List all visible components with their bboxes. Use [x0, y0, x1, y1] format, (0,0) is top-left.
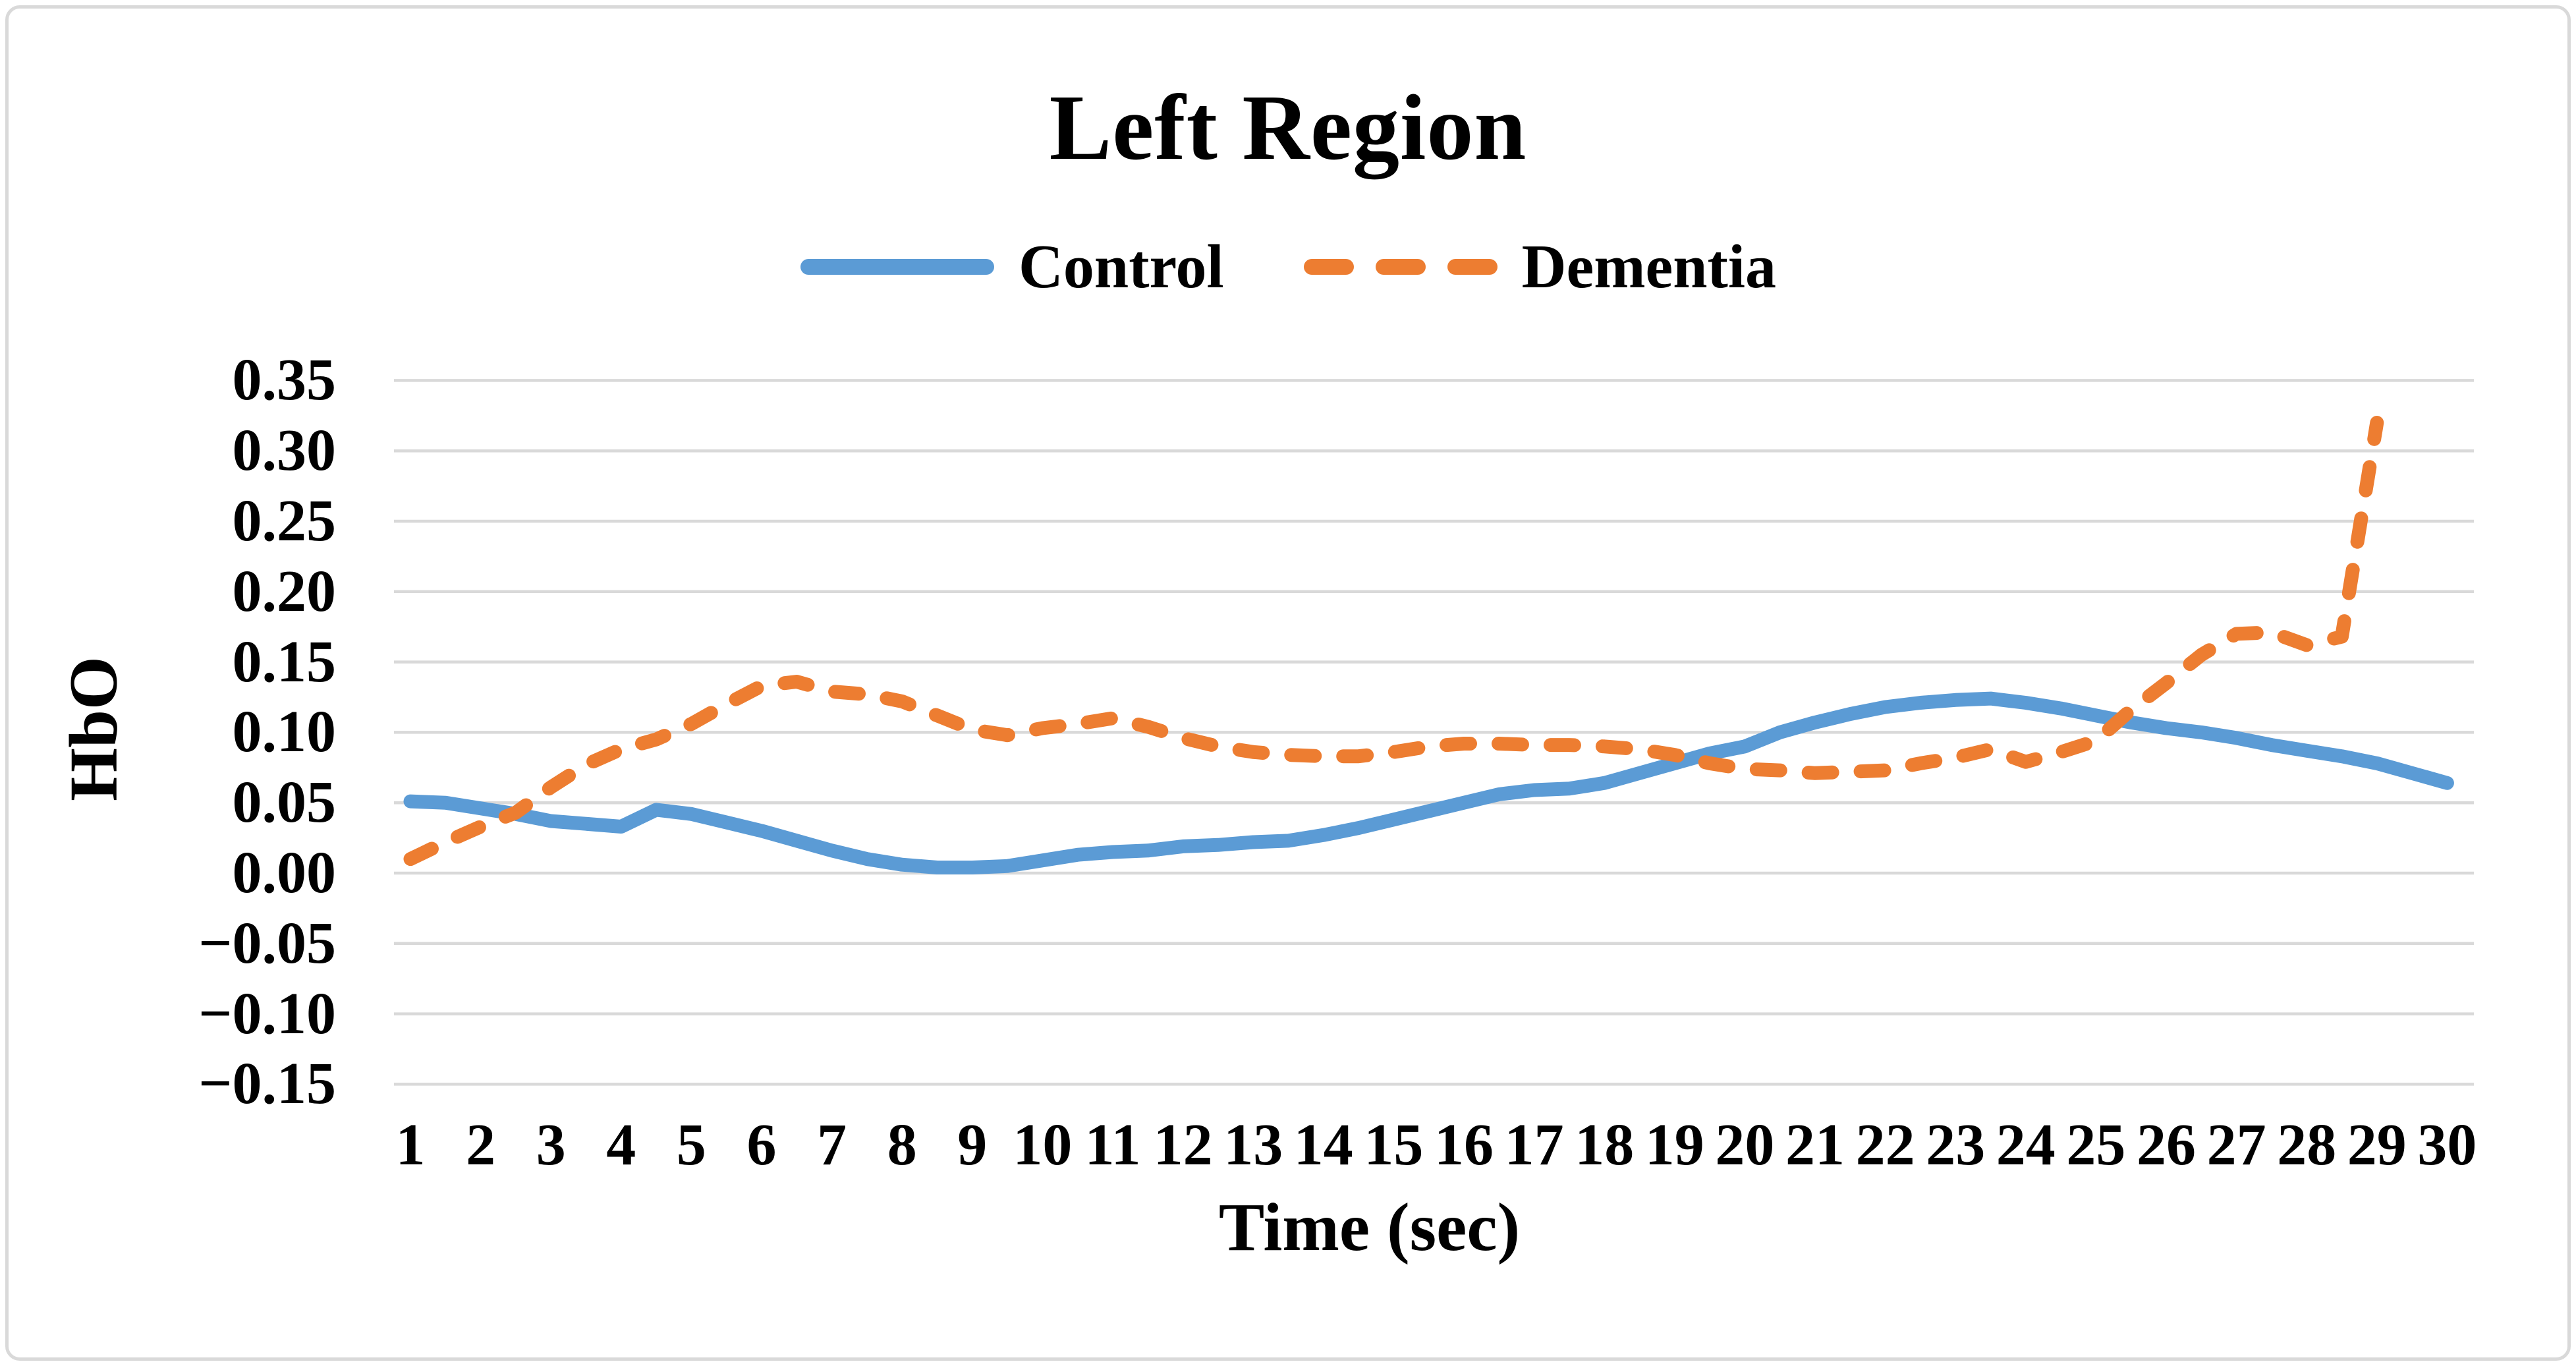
x-tick-label: 19	[1644, 1112, 1704, 1178]
x-tick-label: 4	[606, 1112, 636, 1178]
y-tick-label: 0.20	[232, 558, 337, 624]
x-tick-label: 18	[1575, 1112, 1635, 1178]
x-tick-label: 6	[746, 1112, 777, 1178]
legend-item-control: Control	[800, 236, 1224, 298]
x-tick-label: 27	[2206, 1112, 2266, 1178]
y-tick-label: −0.15	[198, 1051, 336, 1117]
y-tick-label: −0.05	[198, 910, 336, 976]
x-tick-label: 7	[817, 1112, 847, 1178]
y-tick-label: 0.05	[232, 770, 337, 836]
x-tick-label: 15	[1364, 1112, 1424, 1178]
x-tick-label: 11	[1084, 1112, 1141, 1178]
y-tick-label: −0.10	[198, 981, 336, 1046]
x-tick-label: 5	[676, 1112, 706, 1178]
legend: Control Dementia	[0, 217, 2576, 316]
solid-line-swatch-icon	[800, 259, 995, 275]
x-tick-label: 16	[1434, 1112, 1494, 1178]
y-tick-label: 0.25	[232, 488, 337, 554]
legend-label-dementia: Dementia	[1521, 233, 1776, 301]
x-tick-label: 10	[1013, 1112, 1073, 1178]
x-tick-label: 29	[2347, 1112, 2407, 1178]
x-tick-label: 13	[1223, 1112, 1283, 1178]
x-tick-label: 3	[536, 1112, 566, 1178]
y-tick-label: 0.30	[232, 418, 337, 484]
x-tick-label: 14	[1293, 1112, 1353, 1178]
x-axis-title: Time (sec)	[1218, 1189, 1521, 1265]
x-tick-label: 12	[1153, 1112, 1213, 1178]
x-tick-label: 9	[957, 1112, 988, 1178]
x-tick-label: 8	[887, 1112, 917, 1178]
x-tick-label: 2	[466, 1112, 496, 1178]
x-tick-label: 17	[1504, 1112, 1564, 1178]
legend-item-dementia: Dementia	[1303, 236, 1776, 298]
y-tick-label: 0.10	[232, 699, 337, 765]
x-tick-label: 26	[2137, 1112, 2196, 1178]
series-control-line	[403, 691, 2454, 874]
y-tick-label: 0.00	[232, 840, 337, 905]
y-tick-label: 0.15	[232, 629, 337, 695]
x-tick-label: 30	[2417, 1112, 2477, 1178]
x-tick-label: 25	[2066, 1112, 2126, 1178]
dashed-line-swatch-icon	[1303, 259, 1498, 275]
y-tick-label: 0.35	[232, 347, 337, 413]
x-tick-label: 1	[395, 1112, 426, 1178]
chart-title: Left Region	[1049, 75, 1527, 179]
x-tick-label: 24	[1996, 1112, 2056, 1178]
x-tick-label: 28	[2277, 1112, 2337, 1178]
x-tick-label: 20	[1715, 1112, 1775, 1178]
x-tick-label: 23	[1926, 1112, 1986, 1178]
x-tick-label: 22	[1855, 1112, 1915, 1178]
legend-label-control: Control	[1019, 233, 1224, 301]
x-tick-label: 21	[1785, 1112, 1845, 1178]
series-dementia-line	[403, 416, 2384, 867]
